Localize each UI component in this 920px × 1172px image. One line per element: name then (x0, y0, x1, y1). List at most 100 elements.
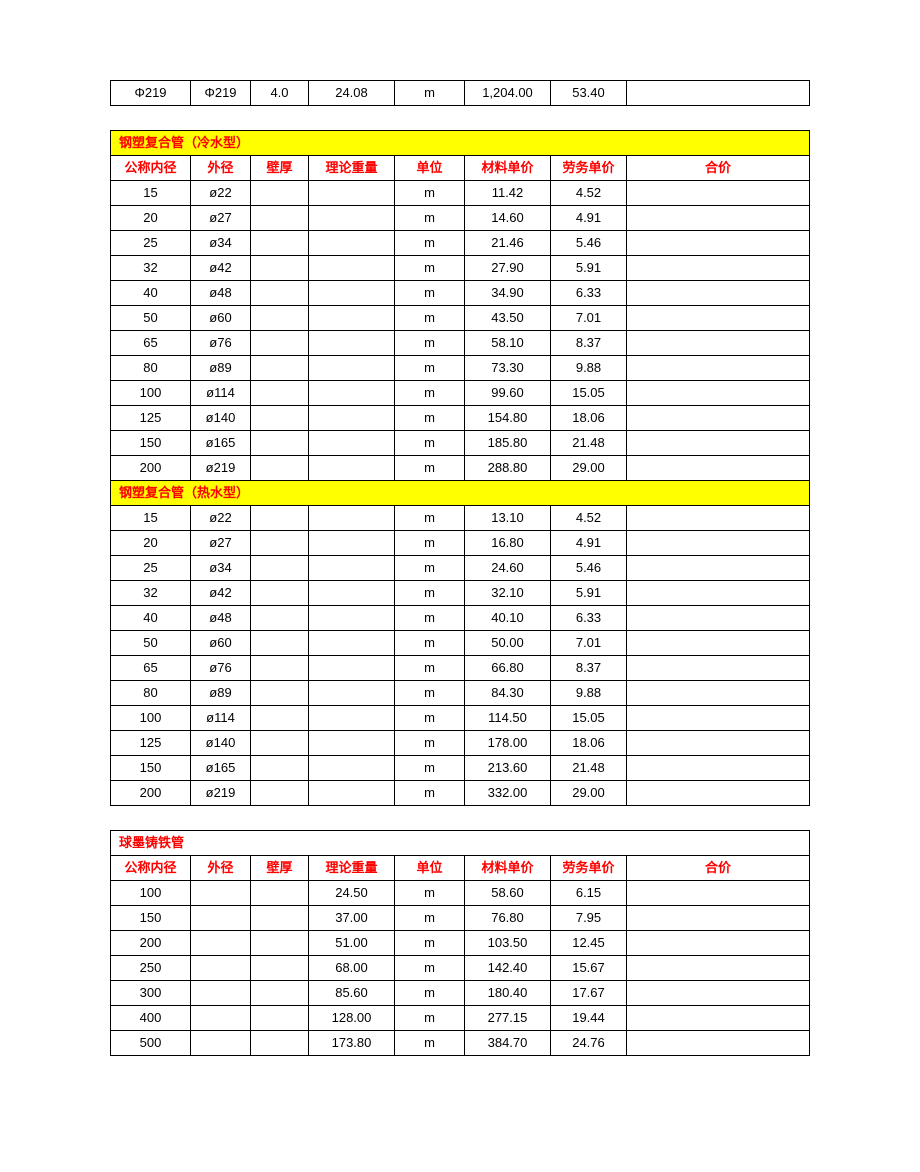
cell-c3 (251, 756, 309, 781)
cell-c2: ø219 (191, 456, 251, 481)
cell-c8 (627, 331, 810, 356)
table-row: 10024.50m58.606.15 (111, 881, 810, 906)
table-row: 20ø27m14.604.91 (111, 206, 810, 231)
cell-c6: 58.10 (465, 331, 551, 356)
table-row: 32ø42m27.905.91 (111, 256, 810, 281)
cell-c1: 25 (111, 556, 191, 581)
cell-c2: ø22 (191, 181, 251, 206)
cell-c8 (627, 1006, 810, 1031)
cell-c1: 125 (111, 731, 191, 756)
cell-c5: m (395, 406, 465, 431)
cell-c4 (309, 406, 395, 431)
cell-c4 (309, 281, 395, 306)
cell-c8 (627, 506, 810, 531)
cell-c6: 43.50 (465, 306, 551, 331)
cell-c3 (251, 656, 309, 681)
cell-c4 (309, 206, 395, 231)
table-row: 500173.80m384.7024.76 (111, 1031, 810, 1056)
header-c2: 外径 (191, 856, 251, 881)
cell-c4 (309, 606, 395, 631)
cell-c2 (191, 981, 251, 1006)
table-row: 40ø48m40.106.33 (111, 606, 810, 631)
cell-c1: 80 (111, 356, 191, 381)
cell-c1: 150 (111, 431, 191, 456)
cell-c8 (627, 306, 810, 331)
cell-c6: 14.60 (465, 206, 551, 231)
table-row: 15037.00m76.807.95 (111, 906, 810, 931)
cell-c8 (627, 581, 810, 606)
cell-c5: m (395, 181, 465, 206)
cell-c8 (627, 881, 810, 906)
cell-c2: ø27 (191, 206, 251, 231)
cell-c3 (251, 381, 309, 406)
cell-c8 (627, 556, 810, 581)
cell-c4 (309, 756, 395, 781)
cell-c6: 277.15 (465, 1006, 551, 1031)
cell-c4: 51.00 (309, 931, 395, 956)
cell-c7: 4.91 (551, 531, 627, 556)
cell-c1: 20 (111, 531, 191, 556)
table-steel-plastic: 钢塑复合管（冷水型） 公称内径 外径 壁厚 理论重量 单位 材料单价 劳务单价 … (110, 130, 810, 806)
table1-body: Φ219Φ2194.024.08m1,204.0053.40 (111, 81, 810, 106)
cell-c1: 500 (111, 1031, 191, 1056)
cell-c8 (627, 906, 810, 931)
cell-c8 (627, 731, 810, 756)
header-c5: 单位 (395, 156, 465, 181)
cell-c7: 5.46 (551, 556, 627, 581)
cell-c1: 100 (111, 881, 191, 906)
cell-c7: 15.05 (551, 706, 627, 731)
cell-c2 (191, 906, 251, 931)
cell-c1: 100 (111, 706, 191, 731)
cell-c5: m (395, 881, 465, 906)
cell-c7: 7.01 (551, 306, 627, 331)
cell-c7: 5.46 (551, 231, 627, 256)
cell-c2: ø34 (191, 231, 251, 256)
table-row: 125ø140m154.8018.06 (111, 406, 810, 431)
cell-c6: 213.60 (465, 756, 551, 781)
section-title-cold: 钢塑复合管（冷水型） (111, 131, 810, 156)
cell-c7: 17.67 (551, 981, 627, 1006)
cell-c6: 66.80 (465, 656, 551, 681)
cell-c1: 15 (111, 506, 191, 531)
cell-c7: 5.91 (551, 581, 627, 606)
table-row: 20ø27m16.804.91 (111, 531, 810, 556)
table-row: 65ø76m58.108.37 (111, 331, 810, 356)
cell-c6: 154.80 (465, 406, 551, 431)
table-row: 20051.00m103.5012.45 (111, 931, 810, 956)
table2-body: 15ø22m11.424.5220ø27m14.604.9125ø34m21.4… (111, 181, 810, 481)
cell-c2 (191, 956, 251, 981)
cell-c2: ø219 (191, 781, 251, 806)
table-row: 125ø140m178.0018.06 (111, 731, 810, 756)
cell-c5: m (395, 731, 465, 756)
cell-c6: 34.90 (465, 281, 551, 306)
cell-c5: m (395, 556, 465, 581)
header-c3: 壁厚 (251, 156, 309, 181)
cell-c4 (309, 656, 395, 681)
cell-c3 (251, 906, 309, 931)
table4-body: 10024.50m58.606.1515037.00m76.807.952005… (111, 881, 810, 1056)
cell-c5: m (395, 681, 465, 706)
cell-c4 (309, 681, 395, 706)
cell-c7: 29.00 (551, 781, 627, 806)
cell-c2: ø60 (191, 306, 251, 331)
cell-c5: m (395, 356, 465, 381)
header-c6: 材料单价 (465, 856, 551, 881)
cell-c5: m (395, 606, 465, 631)
cell-c2: ø165 (191, 756, 251, 781)
cell-c7: 6.15 (551, 881, 627, 906)
cell-c4 (309, 531, 395, 556)
cell-c4 (309, 456, 395, 481)
cell-c8 (627, 956, 810, 981)
table-row: 32ø42m32.105.91 (111, 581, 810, 606)
cell-c1: 65 (111, 331, 191, 356)
cell-c6: 180.40 (465, 981, 551, 1006)
cell-c8 (627, 231, 810, 256)
cell-c1: 32 (111, 256, 191, 281)
table-row: 80ø89m84.309.88 (111, 681, 810, 706)
cell-c5: m (395, 631, 465, 656)
table-row: 150ø165m185.8021.48 (111, 431, 810, 456)
cell-c3 (251, 556, 309, 581)
cell-c7: 15.05 (551, 381, 627, 406)
cell-c1: 40 (111, 606, 191, 631)
header-c4: 理论重量 (309, 856, 395, 881)
